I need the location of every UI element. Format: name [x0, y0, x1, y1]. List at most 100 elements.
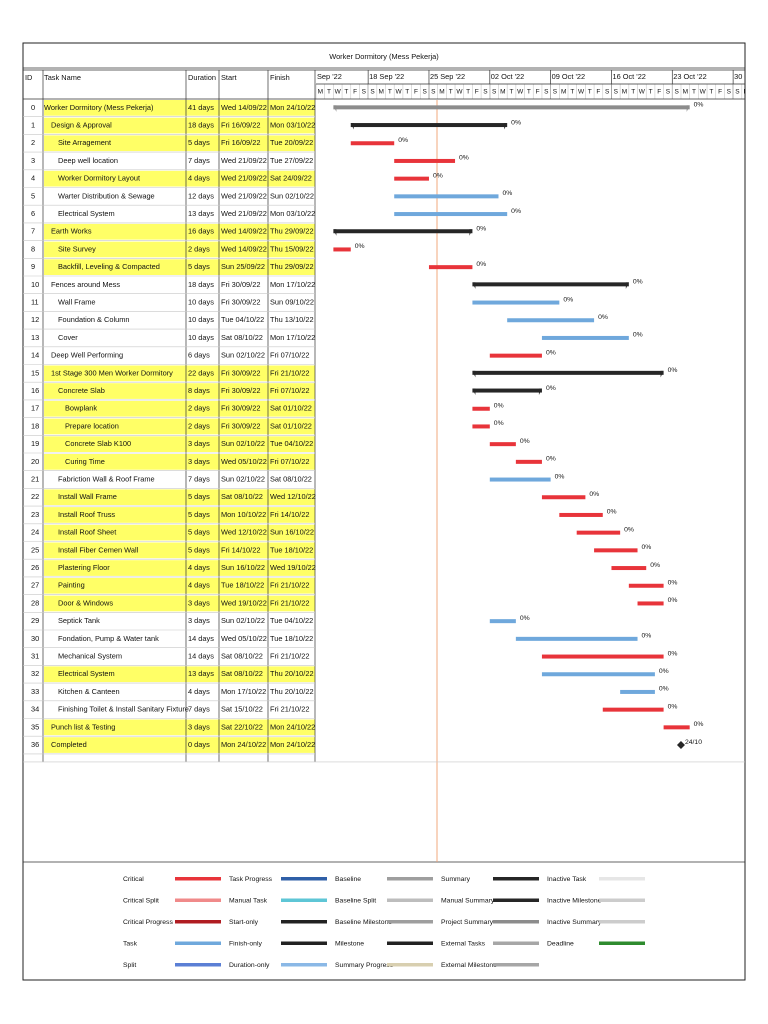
task-bar — [472, 300, 560, 305]
task-finish: Fri 21/10/22 — [270, 652, 309, 661]
task-bar — [541, 654, 664, 659]
day-letter: F — [475, 89, 479, 96]
legend-swatch — [175, 877, 221, 881]
bar-label: 0% — [650, 562, 660, 569]
task-start: Mon 10/10/22 — [221, 510, 266, 519]
bar-label: 0% — [355, 243, 365, 250]
task-duration: 0 days — [188, 740, 210, 749]
day-letter: T — [344, 89, 348, 96]
task-start: Wed 12/10/22 — [221, 528, 267, 537]
task-id: 18 — [31, 421, 39, 430]
task-finish: Mon 24/10/22 — [270, 740, 315, 749]
task-duration: 16 days — [188, 227, 214, 236]
day-letter: T — [527, 89, 531, 96]
legend-swatch — [493, 898, 539, 902]
task-id: 14 — [31, 351, 39, 360]
row-highlight — [44, 507, 315, 523]
day-letter: S — [614, 89, 619, 96]
task-id: 29 — [31, 616, 39, 625]
task-bar — [394, 176, 429, 181]
row-highlight — [44, 400, 315, 417]
summary-bar — [333, 229, 473, 234]
task-name: Fondation, Pump & Water tank — [58, 634, 159, 643]
task-bar — [489, 353, 542, 358]
task-bar — [394, 194, 499, 199]
legend-label: Inactive Summary — [547, 919, 602, 926]
task-finish: Sun 02/10/22 — [270, 191, 314, 200]
day-letter: F — [353, 89, 357, 96]
task-bar — [637, 601, 664, 606]
page-frame — [22, 42, 746, 981]
bar-label: 0% — [659, 686, 669, 693]
day-letter: M — [561, 89, 566, 96]
row-highlight — [44, 454, 315, 470]
task-id: 32 — [31, 669, 39, 678]
task-start: Fri 30/09/22 — [221, 386, 260, 395]
task-start: Wed 14/09/22 — [221, 227, 267, 236]
task-bar — [663, 725, 690, 730]
bar-label: 0% — [668, 703, 678, 710]
task-bar — [489, 477, 551, 482]
legend-label: Baseline — [335, 876, 361, 883]
task-name: Concrete Slab — [58, 386, 105, 395]
task-name: Concrete Slab K100 — [65, 439, 131, 448]
task-id: 27 — [31, 581, 39, 590]
legend-label: Baseline Milestone — [335, 919, 392, 926]
task-duration: 12 days — [188, 191, 214, 200]
task-name: Install Fiber Cemen Wall — [58, 545, 139, 554]
task-start: Sun 02/10/22 — [221, 351, 265, 360]
day-letter: M — [439, 89, 444, 96]
row-highlight — [44, 241, 315, 258]
task-bar — [576, 530, 621, 535]
legend-swatch — [175, 920, 221, 924]
task-bar — [489, 442, 516, 447]
task-start: Fri 30/09/22 — [221, 280, 260, 289]
day-letter: T — [631, 89, 635, 96]
row-highlight — [44, 383, 315, 399]
summary-bar — [472, 282, 629, 287]
task-name: Backfill, Leveling & Compacted — [58, 262, 160, 271]
task-duration: 5 days — [188, 138, 210, 147]
task-start: Fri 16/09/22 — [221, 121, 260, 130]
task-finish: Sat 01/10/22 — [270, 404, 312, 413]
task-start: Sun 02/10/22 — [221, 475, 265, 484]
task-duration: 4 days — [188, 687, 210, 696]
legend-swatch — [175, 941, 221, 945]
legend-label: External Milestone — [441, 962, 497, 969]
task-start: Sat 08/10/22 — [221, 669, 263, 678]
task-id: 35 — [31, 722, 39, 731]
task-name: Punch list & Testing — [51, 722, 115, 731]
task-id: 19 — [31, 439, 39, 448]
task-finish: Mon 24/10/22 — [270, 722, 315, 731]
legend-swatch — [599, 941, 645, 945]
task-start: Tue 18/10/22 — [221, 581, 264, 590]
task-finish: Thu 15/09/22 — [270, 244, 314, 253]
day-letter: S — [553, 89, 558, 96]
milestone — [676, 741, 685, 750]
legend-swatch — [281, 877, 327, 881]
legend-label: Duration-only — [229, 962, 270, 969]
day-letter: M — [378, 89, 383, 96]
summary-bar — [350, 123, 508, 128]
task-finish: Tue 18/10/22 — [270, 634, 313, 643]
task-start: Tue 04/10/22 — [221, 315, 264, 324]
task-name: Kitchen & Canteen — [58, 687, 120, 696]
task-name: Completed — [51, 740, 87, 749]
task-bar — [541, 335, 629, 340]
task-duration: 13 days — [188, 209, 214, 218]
task-id: 7 — [31, 227, 35, 236]
legend-swatch — [281, 898, 327, 902]
task-id: 10 — [31, 280, 39, 289]
task-start: Wed 14/09/22 — [221, 103, 267, 112]
week-label: 30 Oct '22 — [734, 72, 767, 81]
task-finish: Thu 20/10/22 — [270, 669, 314, 678]
row-highlight — [44, 560, 315, 576]
task-finish: Wed 19/10/22 — [270, 563, 316, 572]
task-start: Sun 16/10/22 — [221, 563, 265, 572]
task-bar — [472, 424, 490, 429]
legend-label: Inactive Task — [547, 876, 587, 883]
task-id: 3 — [31, 156, 35, 165]
task-bar — [620, 689, 655, 694]
